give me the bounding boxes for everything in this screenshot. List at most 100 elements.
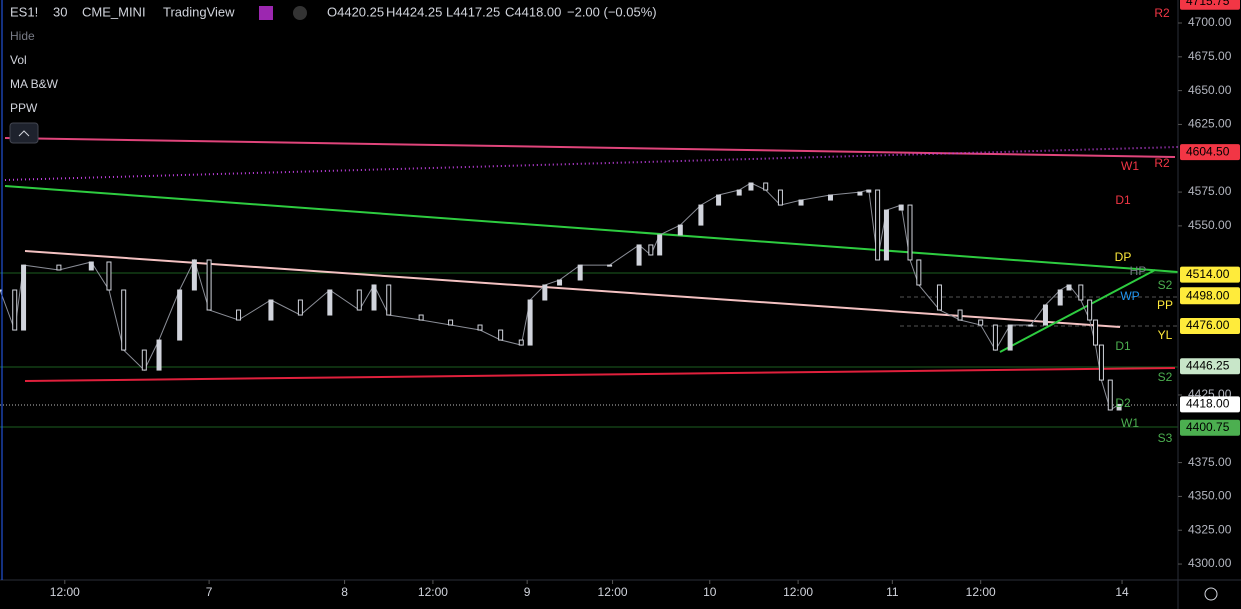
candle [12,289,18,331]
x-tick-label: 10 [703,585,717,599]
candle [21,264,27,331]
y-tick-label: 4675.00 [1188,49,1232,63]
exchange: CME_MINI [82,4,146,19]
header: ES1! 30 CME_MINI TradingView O4420.25 H4… [10,4,657,20]
candle [636,244,642,266]
candle [527,299,533,346]
price-tag-label: 4400.75 [1186,420,1230,434]
candle [56,264,62,271]
candle [748,182,754,191]
pivot-label: W1 [1121,159,1139,173]
pivot-label: HP [1130,264,1147,278]
y-tick-label: 4575.00 [1188,184,1232,198]
candle [557,279,563,286]
candle [121,289,127,351]
legend: Hide Vol MA B&W PPW [9,29,59,144]
candle [141,349,147,371]
candle [206,259,212,311]
candle [1116,403,1122,411]
flag-icon[interactable] [259,6,273,20]
study-name[interactable]: Vol [10,53,27,67]
x-tick-label: 12:00 [50,585,80,599]
candle [236,309,242,321]
candle [1107,379,1113,411]
y-tick-label: 4625.00 [1188,117,1232,131]
x-tick-label: 12:00 [783,585,813,599]
pivot-label: YL [1158,328,1173,342]
interval: 30 [53,4,67,19]
pivot-label: W1 [1121,416,1139,430]
candle [1078,284,1084,301]
ohlc-high: H4424.25 [386,4,442,19]
price-tag [1180,266,1240,283]
candle [106,261,112,291]
candle [477,324,483,331]
x-tick-label: 8 [341,585,348,599]
candle [577,264,583,281]
y-tick-label: 4650.00 [1188,83,1232,97]
candle [992,324,998,351]
candle [698,204,704,226]
candle [866,189,872,193]
candle [677,224,683,236]
price-tag-label: 4476.00 [1186,318,1230,332]
ohlc-close: C4418.00 [505,4,561,19]
y-tick-label: 4350.00 [1188,489,1232,503]
pivot-label: D1 [1115,193,1131,207]
ohlc-open: O4420.25 [327,4,384,19]
price-axis [1178,0,1241,609]
collapse-button[interactable] [9,122,39,144]
candle [827,194,833,201]
candle [448,319,454,326]
price-tag [1180,317,1240,334]
candle [657,234,663,256]
candle [898,204,904,211]
pivot-label: R2 [1154,6,1170,20]
source: TradingView [163,4,235,19]
ohlc-change: −2.00 (−0.05%) [567,4,657,19]
plot-area [0,137,1179,428]
candle [916,259,922,286]
candle [716,194,722,206]
trend-line [24,367,1176,382]
study-name[interactable]: PPW [10,101,38,115]
candle [936,284,942,311]
candle [907,204,913,261]
candle [297,299,303,316]
x-tick-label: 9 [524,585,531,599]
price-tag-label: 4715.75 [1186,0,1230,8]
candle [191,259,197,291]
price-tag [1180,396,1240,413]
price-tag [1180,288,1240,305]
candle [1093,319,1099,346]
candle [1028,324,1034,327]
candle [156,339,162,371]
price-tag-label: 4418.00 [1186,397,1230,411]
pivot-label: PP [1157,298,1173,312]
candle [327,289,333,316]
close-icon[interactable] [293,6,307,20]
pivot-label: D1 [1115,339,1131,353]
pivot-label: S2 [1158,278,1173,292]
symbol: ES1! [10,4,38,19]
candle [798,199,804,206]
price-tag [1180,358,1240,375]
candle [957,309,963,321]
x-tick-label: 12:00 [966,585,996,599]
study-name[interactable]: MA B&W [10,77,59,91]
candle [371,284,377,311]
price-tag-label: 4498.00 [1186,288,1230,302]
x-tick-label: 12:00 [598,585,628,599]
price-tag-label: 4514.00 [1186,267,1230,281]
hide-button[interactable]: Hide [10,29,35,43]
settings-icon[interactable] [1204,587,1218,601]
collapse-icon [18,130,30,137]
candle [1042,304,1048,326]
pivot-label: DP [1115,250,1132,264]
y-tick-label: 4550.00 [1188,218,1232,232]
price-tag [1180,419,1240,436]
candle [763,182,769,191]
trend-line [4,137,1176,158]
